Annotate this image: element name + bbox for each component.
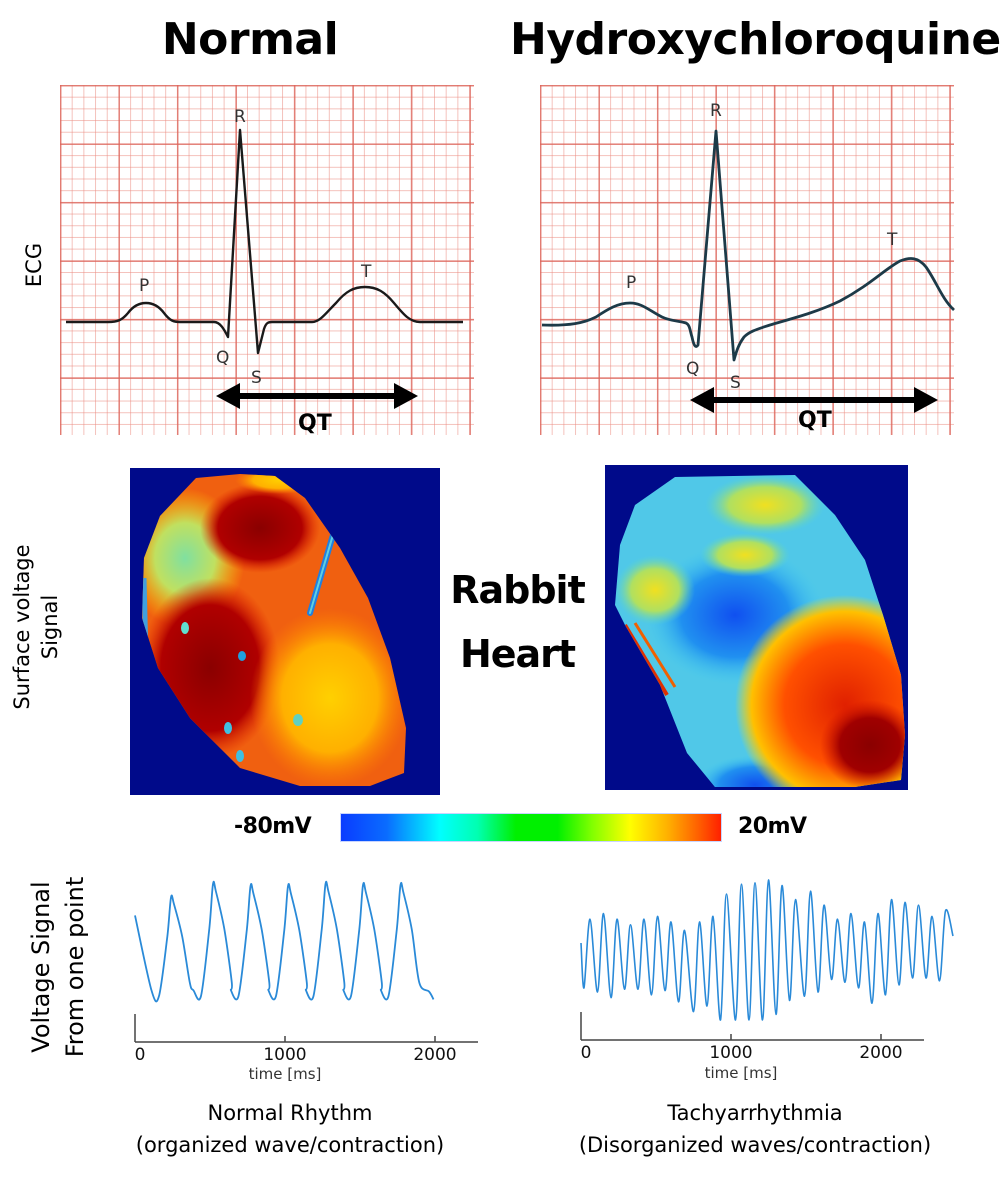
x-tick-label: 0 (581, 1043, 592, 1063)
row-label-voltage-signal: Voltage Signal From one point (24, 872, 98, 1062)
voltage-trace-chart-drug: 0 1000 2000 time [ms] (580, 879, 954, 1082)
qt-label-drug: QT (798, 408, 832, 433)
colorbar-max-label: 20mV (738, 814, 807, 839)
row-label-voltage-line2: From one point (61, 876, 89, 1058)
voltage-trace-line-normal (134, 880, 435, 1003)
ecg-panel-normal: P R Q S T QT (60, 85, 474, 436)
ecg-letter-q: Q (686, 359, 699, 379)
center-label-line2: Heart (459, 632, 576, 676)
caption-normal: Normal Rhythm (organized wave/contractio… (90, 1097, 490, 1161)
title-normal: Normal (161, 14, 339, 65)
ecg-letter-p: P (139, 276, 149, 296)
x-axis-title: time [ms] (249, 1065, 322, 1083)
title-hydroxychloroquine: Hydroxychloroquine (510, 14, 1000, 65)
x-tick-label: 1000 (709, 1043, 752, 1063)
ecg-letter-t: T (886, 230, 898, 250)
row-label-ecg: ECG (22, 242, 46, 288)
center-label-rabbit-heart: Rabbit Heart (430, 558, 605, 686)
colorbar-min-label: -80mV (234, 814, 312, 839)
row-label-voltage-line1: Voltage Signal (27, 881, 55, 1053)
heart-voltage-map-drug (615, 475, 905, 787)
qt-arrow-normal (216, 383, 418, 409)
row-label-surface-line2: Signal (38, 594, 62, 660)
heart-map-drug (605, 465, 908, 790)
qt-label-normal: QT (298, 411, 332, 436)
ecg-letter-q: Q (216, 348, 229, 368)
caption-drug-subtitle: (Disorganized waves/contraction) (578, 1133, 932, 1157)
ecg-letter-p: P (626, 273, 636, 293)
heart-voltage-map-normal (142, 474, 406, 786)
caption-drug-title: Tachyarrhythmia (667, 1101, 843, 1125)
x-tick-label: 2000 (859, 1043, 902, 1063)
qt-arrow-drug (690, 387, 938, 413)
x-tick-label: 2000 (413, 1045, 456, 1065)
ecg-letter-s: S (730, 373, 741, 393)
caption-normal-subtitle: (organized wave/contraction) (135, 1133, 445, 1157)
caption-drug: Tachyarrhythmia (Disorganized waves/cont… (520, 1097, 990, 1161)
center-label-line1: Rabbit (450, 568, 586, 612)
x-axis-title: time [ms] (705, 1064, 778, 1082)
row-label-surface-voltage: Surface voltage Signal (8, 527, 68, 727)
ecg-letter-r: R (234, 107, 246, 127)
x-tick-label: 0 (135, 1045, 146, 1065)
ecg-panel-drug: P R Q S T QT (540, 85, 955, 435)
voltage-trace-line-drug (580, 879, 954, 1021)
voltage-colorbar (340, 813, 722, 842)
ecg-plot-drug: P R Q S T QT (541, 101, 955, 433)
row-label-surface-line1: Surface voltage (10, 544, 34, 710)
heart-map-normal (130, 468, 440, 795)
ecg-letter-r: R (710, 101, 722, 121)
ecg-letter-t: T (360, 262, 372, 282)
x-tick-label: 1000 (263, 1045, 306, 1065)
ecg-trace-drug (541, 129, 955, 362)
ecg-letter-s: S (251, 368, 262, 388)
voltage-trace-chart-normal: 0 1000 2000 time [ms] (134, 880, 478, 1083)
caption-normal-title: Normal Rhythm (207, 1101, 373, 1125)
ecg-trace-normal (66, 128, 463, 355)
ecg-plot-normal: P R Q S T QT (66, 107, 463, 436)
